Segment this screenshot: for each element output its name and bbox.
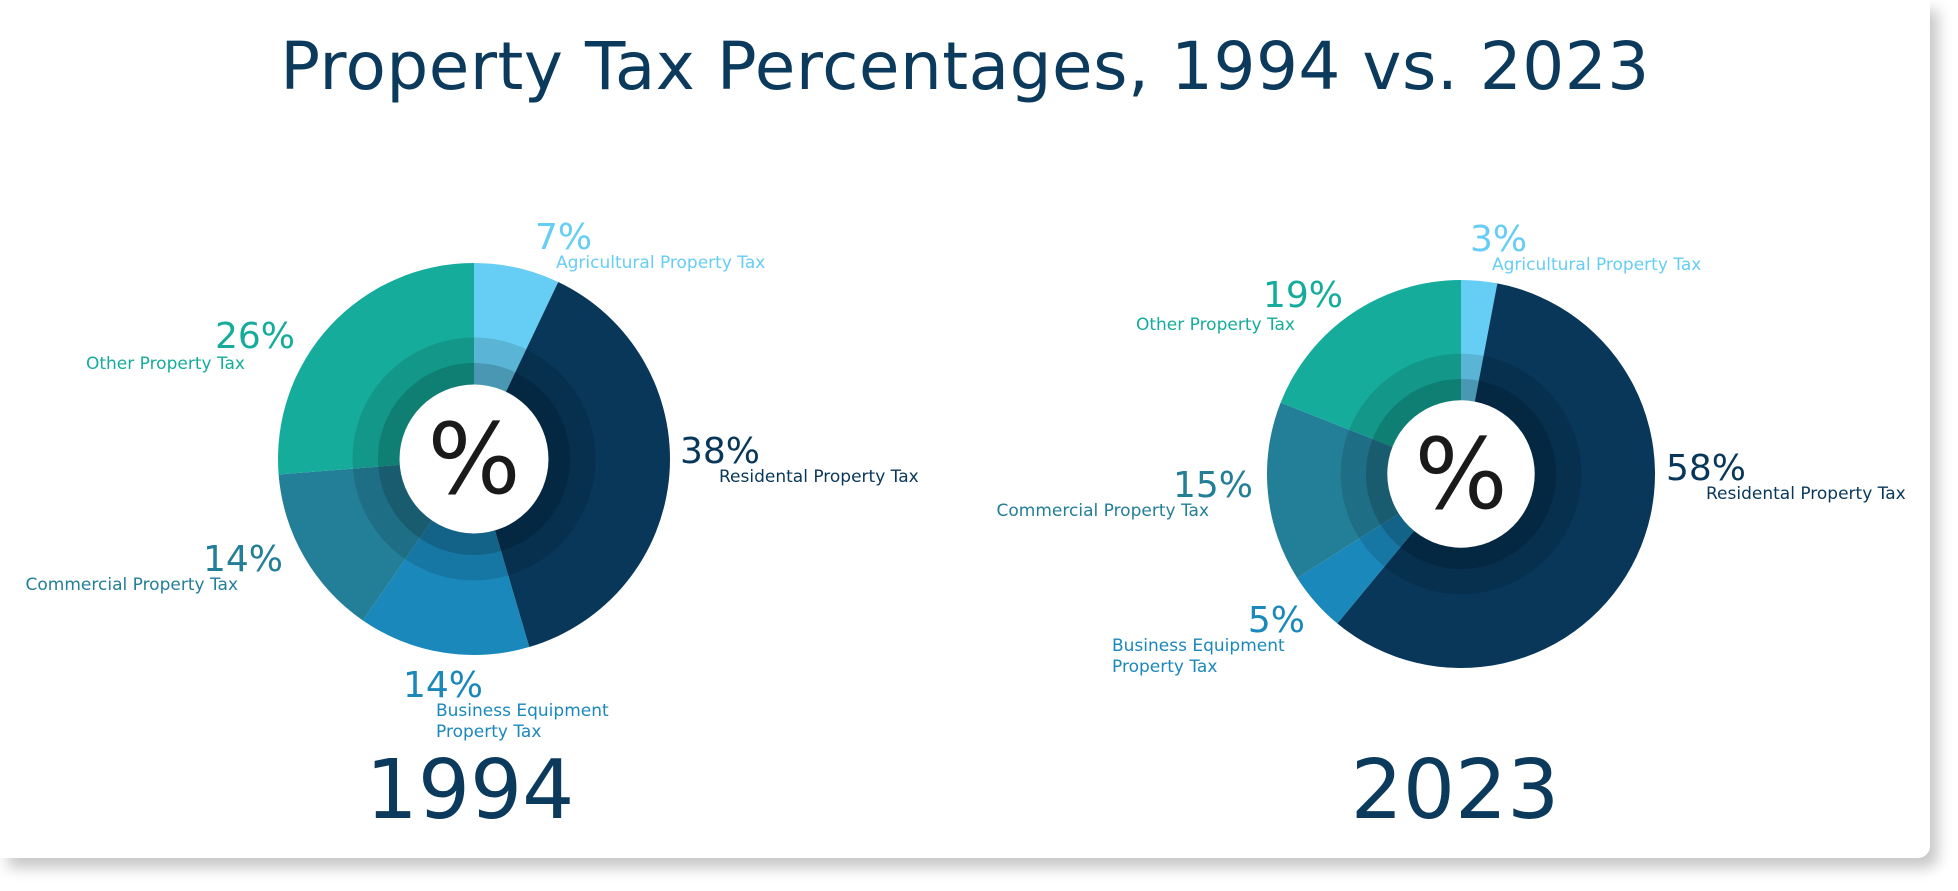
value-label-other-1994: 26% — [215, 316, 295, 357]
category-label-residential-1994: Residental Property Tax — [719, 467, 919, 487]
donut-2023: % 3%Agricultural Property Tax 58%Residenta… — [997, 219, 1906, 838]
category-label-business-1994: Business Equipment — [436, 701, 609, 721]
category-label-business-2023: Property Tax — [1112, 657, 1217, 677]
percent-icon-1994: % — [427, 403, 520, 517]
value-label-agricultural-1994: 7% — [535, 217, 592, 258]
value-label-residential-2023: 58% — [1666, 448, 1746, 489]
value-label-commercial-1994: 14% — [203, 539, 283, 580]
category-label-other-1994: Other Property Tax — [86, 354, 245, 374]
slice-commercial-2023 — [1267, 402, 1461, 578]
category-label-business-1994: Property Tax — [436, 722, 541, 742]
category-label-residential-2023: Residental Property Tax — [1706, 484, 1906, 504]
percent-icon-2023: % — [1414, 418, 1507, 532]
slice-residential-1994 — [474, 282, 671, 648]
center-hole-1994 — [399, 384, 549, 534]
value-label-business-1994: 14% — [403, 665, 483, 706]
year-label-1994: 1994 — [366, 743, 575, 838]
value-label-commercial-2023: 15% — [1173, 465, 1253, 506]
page-title: Property Tax Percentages, 1994 vs. 2023 — [280, 28, 1650, 105]
value-label-business-2023: 5% — [1248, 600, 1305, 641]
value-label-residential-1994: 38% — [680, 431, 760, 472]
category-label-commercial-1994: Commercial Property Tax — [26, 575, 238, 595]
category-label-business-2023: Business Equipment — [1112, 636, 1285, 656]
category-label-agricultural-2023: Agricultural Property Tax — [1492, 255, 1701, 275]
category-label-other-2023: Other Property Tax — [1136, 315, 1295, 335]
category-label-commercial-2023: Commercial Property Tax — [997, 501, 1209, 521]
value-label-agricultural-2023: 3% — [1470, 219, 1527, 260]
category-label-agricultural-1994: Agricultural Property Tax — [556, 253, 765, 273]
year-label-2023: 2023 — [1351, 743, 1560, 838]
value-label-other-2023: 19% — [1263, 275, 1343, 316]
center-hole-2023 — [1387, 400, 1535, 548]
donut-1994: % 7%Agricultural Property Tax 38%Residenta… — [26, 217, 919, 838]
